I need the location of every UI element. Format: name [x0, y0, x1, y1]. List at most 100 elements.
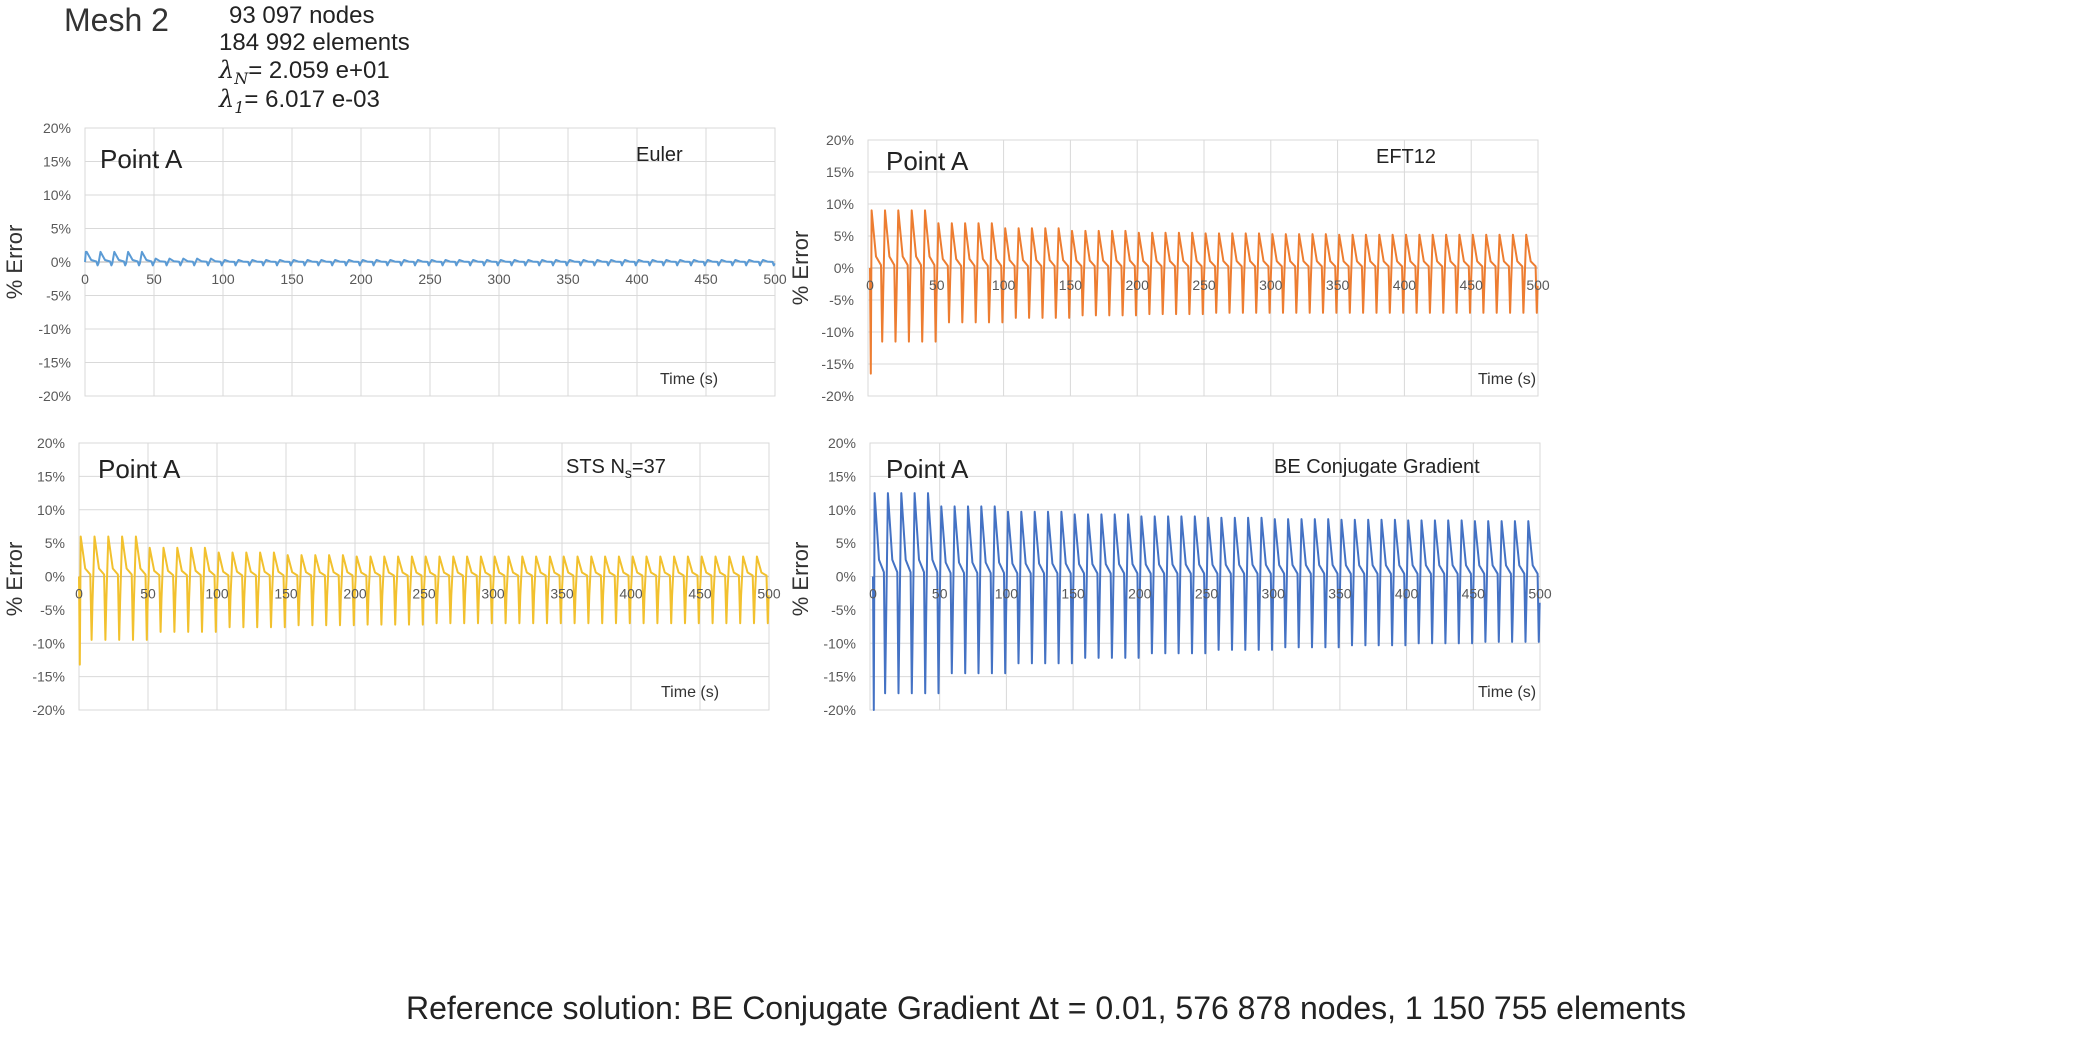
mesh-elements: 184 992 elements [219, 29, 410, 56]
point-label: Point A [98, 454, 181, 484]
x-tick-label: 250 [412, 586, 436, 602]
x-tick-label: 300 [1262, 586, 1286, 602]
y-tick-label: -20% [823, 702, 856, 718]
x-axis-label: Time (s) [1478, 371, 1536, 388]
x-tick-label: 150 [274, 586, 298, 602]
y-tick-label: -5% [831, 602, 856, 618]
y-tick-label: 10% [826, 196, 854, 212]
series-line [869, 209, 1539, 375]
y-tick-label: 15% [826, 164, 854, 180]
y-axis-label: % Error [2, 542, 27, 617]
chart-panel-1: 20% 15% 10% 5% 0% -5% -10% -15% -20% 0 50 100 150 200… [2, 120, 787, 404]
x-tick-label: 300 [481, 586, 505, 602]
y-tick-label: -20% [821, 388, 854, 404]
y-tick-label: -20% [32, 702, 65, 718]
y-tick-label: 20% [828, 435, 856, 451]
x-tick-label: 50 [929, 277, 945, 293]
chart-panel-2: 20% 15% 10% 5% 0% -5% -10% -15% -20% 0 50 100 150 200… [788, 132, 1550, 404]
x-tick-label: 500 [1528, 586, 1552, 602]
x-tick-label: 100 [995, 586, 1019, 602]
x-tick-label: 250 [1192, 277, 1216, 293]
y-axis-label: % Error [788, 542, 813, 617]
lambda-1-value: = 6.017 e-03 [244, 86, 380, 113]
y-tick-label: -10% [823, 635, 856, 651]
method-label: Euler [636, 144, 683, 166]
y-tick-label: -15% [823, 669, 856, 685]
x-tick-label: 200 [1126, 277, 1150, 293]
point-label: Point A [886, 146, 969, 176]
x-tick-label: 50 [140, 586, 156, 602]
x-tick-label: 250 [1195, 586, 1219, 602]
x-tick-label: 100 [205, 586, 229, 602]
mesh-lambda-1: λ1= 6.017 e-03 [219, 85, 380, 117]
point-label: Point A [100, 144, 183, 174]
x-tick-label: 100 [211, 271, 235, 287]
y-tick-label: 5% [834, 228, 854, 244]
x-tick-label: 500 [763, 271, 787, 287]
y-tick-label: -20% [38, 388, 71, 404]
chart-panel-3: 20% 15% 10% 5% 0% -5% -10% -15% -20% 0 50 100 150 200… [2, 435, 781, 718]
point-label: Point A [886, 454, 969, 484]
y-tick-label: -10% [821, 324, 854, 340]
y-tick-label: -5% [40, 602, 65, 618]
y-tick-label: 0% [834, 260, 854, 276]
y-tick-label: 20% [43, 120, 71, 136]
y-tick-label: 5% [51, 221, 71, 237]
x-tick-label: 450 [694, 271, 718, 287]
x-tick-label: 300 [487, 271, 511, 287]
x-tick-label: 200 [349, 271, 373, 287]
x-tick-label: 350 [1326, 277, 1350, 293]
y-tick-label: -10% [32, 635, 65, 651]
y-tick-label: 20% [826, 132, 854, 148]
x-tick-label: 400 [619, 586, 643, 602]
y-tick-label: 15% [37, 468, 65, 484]
lambda-n-value: = 2.059 e+01 [248, 57, 390, 84]
series-line [84, 250, 776, 267]
y-axis-label: % Error [2, 225, 27, 300]
x-tick-label: 150 [1061, 586, 1085, 602]
x-tick-label: 500 [1526, 277, 1550, 293]
y-tick-label: 0% [51, 254, 71, 270]
x-tick-label: 500 [757, 586, 781, 602]
y-tick-label: 10% [828, 502, 856, 518]
x-tick-label: 300 [1259, 277, 1283, 293]
chart-panel-4: 20% 15% 10% 5% 0% -5% -10% -15% -20% 0 50 100 150 200… [788, 435, 1552, 718]
x-tick-label: 450 [1460, 277, 1484, 293]
y-tick-label: 5% [836, 535, 856, 551]
x-tick-label: 100 [992, 277, 1016, 293]
x-axis-label: Time (s) [661, 684, 719, 701]
y-tick-label: 20% [37, 435, 65, 451]
x-tick-label: 50 [932, 586, 948, 602]
y-tick-label: -5% [46, 288, 71, 304]
x-tick-label: 250 [418, 271, 442, 287]
mesh-lambda-n: λN= 2.059 e+01 [219, 56, 390, 88]
x-tick-label: 200 [1128, 586, 1152, 602]
method-label: BE Conjugate Gradient [1274, 456, 1480, 478]
method-label: EFT12 [1376, 146, 1436, 168]
series-line [872, 492, 1541, 711]
y-tick-label: 0% [45, 569, 65, 585]
x-tick-label: 50 [146, 271, 162, 287]
y-tick-label: 0% [836, 569, 856, 585]
y-tick-label: -15% [821, 356, 854, 372]
x-axis-label: Time (s) [660, 371, 718, 388]
y-tick-label: 15% [43, 154, 71, 170]
x-tick-label: 450 [1462, 586, 1486, 602]
y-axis-label: % Error [788, 231, 813, 306]
x-tick-label: 350 [1328, 586, 1352, 602]
x-tick-label: 400 [1393, 277, 1417, 293]
x-tick-label: 150 [280, 271, 304, 287]
y-tick-label: -15% [32, 669, 65, 685]
y-tick-label: 10% [37, 502, 65, 518]
reference-solution-note: Reference solution: BE Conjugate Gradien… [406, 990, 1687, 1026]
x-axis-label: Time (s) [1478, 684, 1536, 701]
y-tick-label: -10% [38, 321, 71, 337]
x-tick-label: 0 [81, 271, 89, 287]
mesh-nodes: 93 097 nodes [229, 2, 375, 29]
x-tick-label: 150 [1059, 277, 1083, 293]
method-label: STS Ns=37 [566, 456, 666, 481]
x-tick-label: 0 [75, 586, 83, 602]
y-tick-label: 5% [45, 535, 65, 551]
y-tick-label: -5% [829, 292, 854, 308]
